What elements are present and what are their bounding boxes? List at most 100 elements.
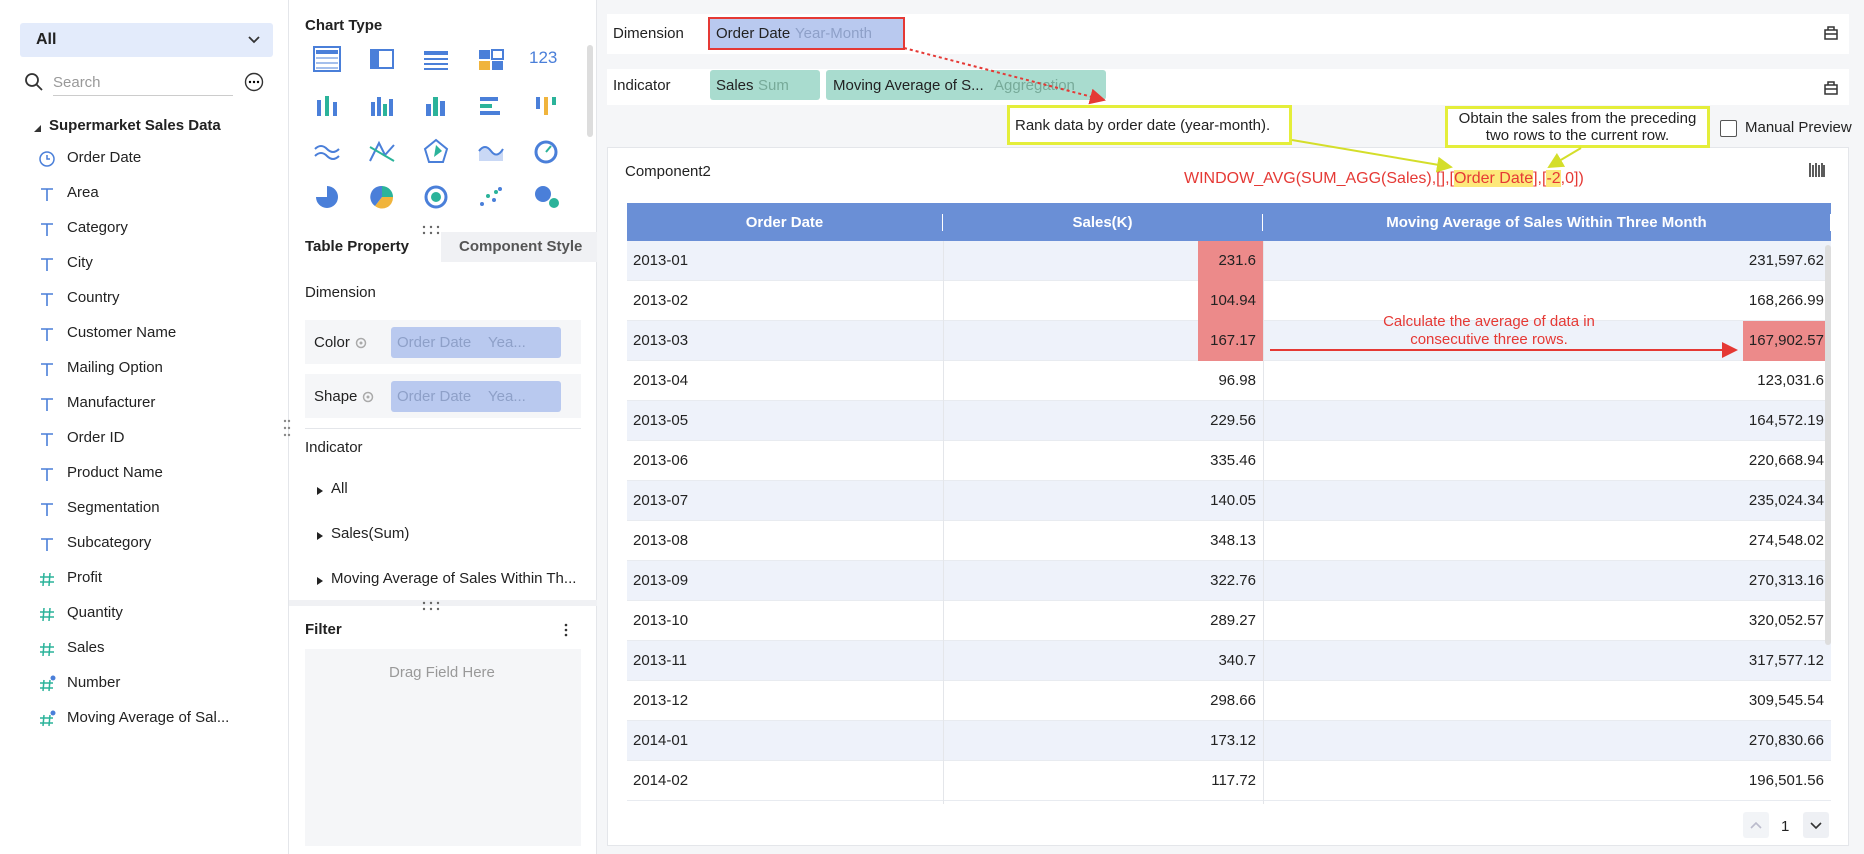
field-icon-svg: [41, 433, 53, 446]
chart-type-number[interactable]: 123: [529, 48, 558, 67]
field-icon: [38, 465, 56, 483]
table-cell: 167,902.57: [1748, 332, 1824, 349]
chart-type-icon[interactable]: [531, 182, 561, 210]
dimension-chip[interactable]: [391, 381, 561, 412]
field-icon-svg: [41, 293, 53, 306]
chart-type-icon[interactable]: [531, 92, 561, 120]
field-icon: [38, 605, 56, 623]
field-item[interactable]: Moving Average of Sal...: [67, 709, 230, 726]
chart-type-icon-svg: [426, 97, 445, 116]
field-item[interactable]: Quantity: [67, 604, 123, 621]
field-item[interactable]: Mailing Option: [67, 359, 163, 376]
field-item[interactable]: Customer Name: [67, 324, 177, 341]
dimension-chip[interactable]: [708, 17, 905, 50]
dimension-chip[interactable]: [391, 327, 561, 358]
chip-field: Order Date: [716, 25, 791, 42]
chart-type-icon[interactable]: [312, 92, 342, 120]
page-up-icon-svg: [1750, 821, 1762, 829]
gear-icon: [355, 336, 367, 349]
field-item[interactable]: Category: [67, 219, 128, 236]
table-cell: 2013-06: [633, 452, 689, 469]
barcode-icon: [1808, 161, 1826, 179]
preview-checkbox[interactable]: [1720, 120, 1737, 137]
chip-granularity: Yea...: [488, 388, 526, 405]
field-item[interactable]: Manufacturer: [67, 394, 156, 411]
chart-type-icon[interactable]: [476, 137, 506, 165]
dimension-row-label: Color: [314, 334, 350, 351]
chart-type-icon[interactable]: [367, 45, 397, 73]
chart-type-icon[interactable]: [421, 182, 451, 210]
table-row: [627, 601, 1831, 641]
indicator-item[interactable]: All: [331, 480, 348, 497]
field-icon: [38, 640, 56, 658]
table-body: 2013-01 231.6 231,597.62 2013-02 104.94 168,2…: [627, 241, 1831, 804]
chart-type-icon[interactable]: [476, 182, 506, 210]
table-cell: 2013-01: [633, 252, 689, 269]
chart-type-icon[interactable]: [476, 45, 506, 73]
table-cell: 196,501.56: [1748, 772, 1824, 789]
table-cell: 167.17: [1210, 332, 1256, 349]
table-cell: 2013-08: [633, 532, 689, 549]
tab-active: [289, 232, 441, 264]
field-item[interactable]: Sales: [67, 639, 105, 656]
chart-type-icon-svg: [536, 97, 556, 115]
tab[interactable]: Table Property: [305, 238, 409, 255]
chart-type-icon[interactable]: [421, 45, 451, 73]
gear-icon: [362, 390, 374, 403]
page-down-icon: [1809, 818, 1823, 832]
table-row: [627, 361, 1831, 401]
field-item[interactable]: Number: [67, 674, 121, 691]
formula: WINDOW_AVG(SUM_AGG(Sales),[],[Order Date…: [1184, 170, 1584, 188]
chart-type-icon[interactable]: [421, 92, 451, 120]
field-item[interactable]: Subcategory: [67, 534, 152, 551]
table-cell: 340.7: [1218, 652, 1256, 669]
field-icon-svg: [41, 223, 53, 236]
chart-type-icon[interactable]: [531, 137, 561, 165]
cell-highlight: [1743, 321, 1831, 361]
field-icon-svg: [40, 675, 56, 692]
field-item[interactable]: City: [67, 254, 93, 271]
table-cell: 317,577.12: [1748, 652, 1824, 669]
field-item[interactable]: Segmentation: [67, 499, 160, 516]
field-item[interactable]: Area: [67, 184, 99, 201]
indicator-item[interactable]: Sales(Sum): [331, 525, 410, 542]
dataset-title: Supermarket Sales Data: [49, 117, 221, 134]
indicator-chip[interactable]: [710, 70, 820, 100]
chart-type-icon[interactable]: [367, 182, 397, 210]
table-cell: 2013-05: [633, 412, 689, 429]
indicator-item[interactable]: Moving Average of Sales Within Th...: [331, 570, 577, 587]
chart-type-icon[interactable]: [421, 137, 451, 165]
field-item[interactable]: Order Date: [67, 149, 142, 166]
dropdown[interactable]: All: [20, 23, 273, 57]
table-cell: 140.05: [1210, 492, 1256, 509]
chart-type-icon[interactable]: [367, 92, 397, 120]
chart-type-icon[interactable]: [312, 182, 342, 210]
chart-type-icon[interactable]: [367, 137, 397, 165]
field-item[interactable]: Product Name: [67, 464, 163, 481]
field-icon-svg: [40, 642, 54, 657]
tab[interactable]: Component Style: [459, 238, 583, 255]
field-icon: [38, 220, 56, 238]
field-item[interactable]: Country: [67, 289, 120, 306]
table-cell: 270,313.16: [1748, 572, 1824, 589]
field-item[interactable]: Order ID: [67, 429, 125, 446]
more-icon: [244, 72, 264, 92]
chart-type-icon[interactable]: [312, 137, 342, 165]
tree-caret: [316, 528, 324, 540]
dimension-title: Dimension: [305, 284, 376, 301]
column-header: Sales(K): [943, 214, 1263, 231]
resize-handle: [283, 418, 291, 440]
field-icon-svg: [41, 363, 53, 376]
chart-type-icon[interactable]: [476, 92, 506, 120]
table-cell: 348.13: [1210, 532, 1256, 549]
chart-type-icon[interactable]: [312, 45, 342, 73]
search-icon: [24, 72, 44, 92]
field-icon: [38, 500, 56, 518]
page-up[interactable]: [1743, 812, 1769, 838]
search-input[interactable]: Search: [53, 74, 233, 96]
field-icon: [38, 360, 56, 378]
dimension-row-label: Shape: [314, 388, 358, 405]
tree-caret-svg: [317, 532, 323, 540]
page-down[interactable]: [1803, 812, 1829, 838]
field-item[interactable]: Profit: [67, 569, 103, 586]
